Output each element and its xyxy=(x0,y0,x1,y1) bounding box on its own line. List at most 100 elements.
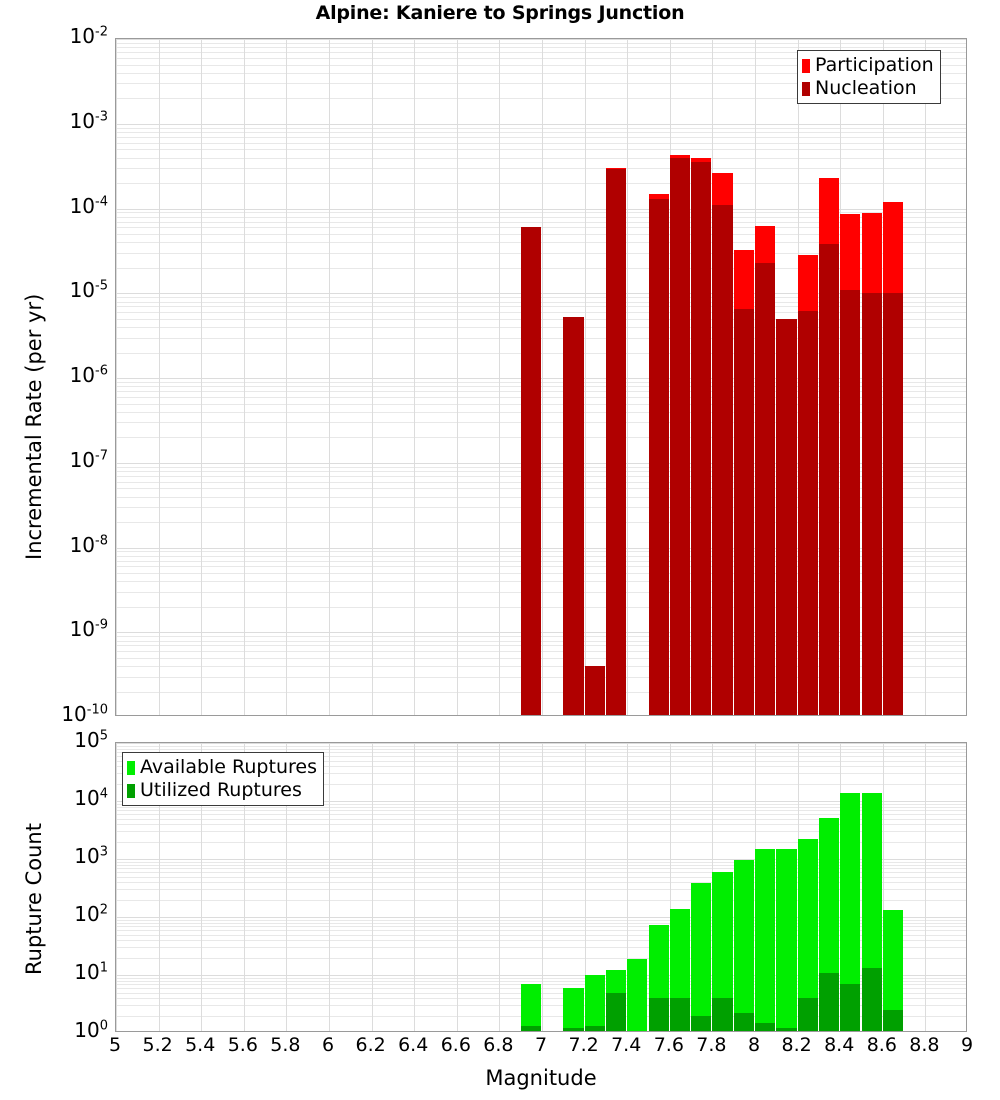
x-tick-label: 5.4 xyxy=(185,1034,216,1056)
bar-segment-nucleation xyxy=(584,666,605,715)
y-tick-exponent: -9 xyxy=(95,617,108,633)
gridline-horizontal xyxy=(116,555,966,557)
y-tick-exponent: 0 xyxy=(99,1018,108,1034)
gridline-horizontal xyxy=(116,208,966,210)
y-tick-mantissa: 10 xyxy=(61,702,87,726)
gridline-horizontal xyxy=(116,252,966,254)
gridline-horizontal xyxy=(116,47,966,49)
gridline-vertical xyxy=(584,743,586,1031)
bar-segment-available xyxy=(520,984,541,1031)
x-tick-label: 8.4 xyxy=(824,1034,855,1056)
gridline-horizontal xyxy=(116,987,966,989)
legend-item[interactable]: Participation xyxy=(802,54,934,77)
bar-incremental-rate-m7.9 xyxy=(733,39,754,715)
bar-incremental-rate-m7.3 xyxy=(605,39,627,715)
bar-incremental-rate-m7.2 xyxy=(584,39,605,715)
gridline-horizontal xyxy=(116,267,966,269)
y-tick-mantissa: 10 xyxy=(74,902,100,926)
legend-label: Utilized Ruptures xyxy=(140,779,302,801)
y-tick-exponent: 1 xyxy=(99,960,108,976)
gridline-horizontal xyxy=(116,803,966,805)
legend-item[interactable]: Available Ruptures xyxy=(127,756,317,779)
y-tick-mantissa: 10 xyxy=(69,278,96,303)
gridline-horizontal xyxy=(116,378,966,379)
gridline-horizontal xyxy=(116,676,966,678)
gridline-vertical xyxy=(329,39,330,715)
gridline-horizontal xyxy=(116,496,966,498)
gridline-horizontal xyxy=(116,947,966,949)
y-tick-label: 10-3 xyxy=(0,110,108,131)
gridline-horizontal xyxy=(116,824,966,826)
gridline-horizontal xyxy=(116,301,966,303)
gridline-horizontal xyxy=(116,475,966,477)
bar-segment-nucleation xyxy=(861,293,882,715)
gridline-horizontal xyxy=(116,132,966,133)
legend-swatch-icon xyxy=(802,58,810,73)
x-tick-label: 6.6 xyxy=(440,1034,471,1056)
y-tick-exponent: -6 xyxy=(95,363,108,379)
gridline-horizontal xyxy=(116,72,966,74)
gridline-horizontal xyxy=(116,216,966,218)
bar-rupture-count-m8.2 xyxy=(797,743,818,1031)
gridline-horizontal xyxy=(116,411,966,413)
gridline-horizontal xyxy=(116,391,966,393)
y-tick-mantissa: 10 xyxy=(69,363,96,387)
y-tick-mantissa: 10 xyxy=(69,447,96,472)
gridline-vertical xyxy=(456,39,458,715)
bar-incremental-rate-m8.5 xyxy=(861,39,882,715)
gridline-vertical xyxy=(627,743,629,1031)
page-title: Alpine: Kaniere to Springs Junction xyxy=(315,2,685,24)
gridline-horizontal xyxy=(116,386,966,388)
gridline-horizontal xyxy=(116,640,966,642)
legend-swatch-icon xyxy=(127,783,135,798)
legend-label: Participation xyxy=(815,54,934,76)
y-tick-mantissa: 10 xyxy=(74,960,100,984)
gridline-horizontal xyxy=(116,42,966,44)
gridline-horizontal xyxy=(116,632,966,634)
x-tick-label: 5.2 xyxy=(142,1034,173,1056)
bar-segment-utilized xyxy=(733,1013,754,1031)
bar-segment-utilized xyxy=(691,1015,712,1031)
gridline-horizontal xyxy=(116,566,966,568)
gridline-horizontal xyxy=(116,636,966,638)
gridline-horizontal xyxy=(116,773,966,775)
gridline-horizontal xyxy=(116,403,966,405)
legend-swatch-icon xyxy=(127,760,135,775)
gridline-horizontal xyxy=(116,212,966,214)
y-tick-mantissa: 10 xyxy=(69,617,96,642)
bar-segment-utilized xyxy=(882,1009,904,1031)
gridline-vertical xyxy=(499,743,501,1031)
gridline-horizontal xyxy=(116,488,966,490)
gridline-horizontal xyxy=(116,940,966,942)
bar-segment-available xyxy=(776,848,797,1031)
gridline-horizontal xyxy=(116,83,966,85)
bar-segment-utilized xyxy=(712,998,733,1031)
gridline-horizontal xyxy=(116,783,966,785)
gridline-horizontal xyxy=(116,934,966,936)
gridline-horizontal xyxy=(116,748,966,750)
y-tick-label: 102 xyxy=(0,902,108,926)
bar-rupture-count-m8 xyxy=(755,743,776,1031)
legend-item[interactable]: Utilized Ruptures xyxy=(127,779,317,802)
gridline-horizontal xyxy=(116,39,966,40)
legend-label: Available Ruptures xyxy=(140,756,317,778)
y-tick-exponent: 3 xyxy=(99,844,108,860)
y-tick-mantissa: 10 xyxy=(69,24,96,48)
gridline-horizontal xyxy=(116,157,966,159)
gridline-horizontal xyxy=(116,57,966,59)
gridline-horizontal xyxy=(116,352,966,354)
gridline-horizontal xyxy=(116,743,966,744)
bar-segment-nucleation xyxy=(755,262,776,715)
bar-segment-utilized xyxy=(563,1028,584,1031)
gridline-horizontal xyxy=(116,381,966,383)
gridline-horizontal xyxy=(116,560,966,562)
x-axis-label-magnitude: Magnitude xyxy=(485,1066,597,1090)
gridline-vertical xyxy=(925,39,927,715)
rupture-count-plot-area xyxy=(116,743,966,1031)
gridline-horizontal xyxy=(116,766,966,768)
bar-rupture-count-m7.6 xyxy=(669,743,691,1031)
legend-item[interactable]: Nucleation xyxy=(802,77,934,100)
bar-segment-utilized xyxy=(648,998,669,1031)
bar-incremental-rate-m8.1 xyxy=(776,39,797,715)
